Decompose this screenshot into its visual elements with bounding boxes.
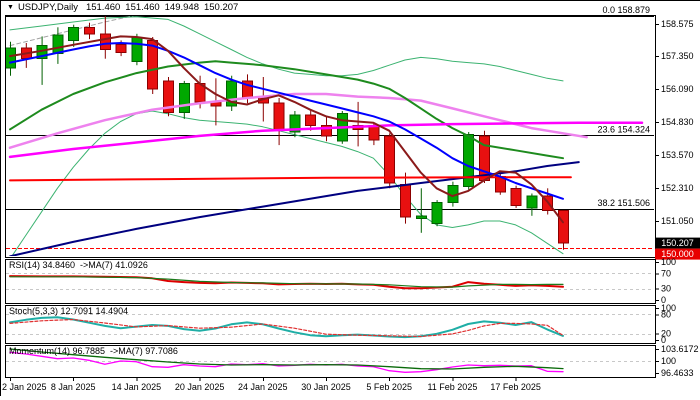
date-label: 24 Jan 2025 (238, 382, 288, 392)
candle-body (163, 80, 174, 113)
symbol-timeframe-label: USDJPY,Daily (17, 2, 78, 13)
stoch-k-series (9, 316, 564, 339)
candle-body (273, 102, 285, 132)
momentum-line-series (9, 351, 564, 373)
overlay-ma-pink (8, 92, 588, 149)
overlay-band-upper (9, 16, 564, 82)
candle-body (510, 187, 522, 206)
price-label: 151.050 (661, 216, 694, 226)
candle-body (400, 183, 411, 218)
candle-body (463, 133, 475, 187)
momentum-label: Momentum(14) 96.7885 ->MA(7) 97.7086 (9, 346, 178, 356)
stochastic-pane-border (5, 305, 656, 344)
candle-body (68, 26, 80, 41)
candle-body (6, 47, 16, 69)
candle-body (305, 114, 317, 126)
price-label: 158.575 (661, 19, 694, 29)
candle-body (84, 26, 95, 35)
overlay-ma-blue (9, 42, 564, 200)
rsi-scale-label: 30 (661, 284, 671, 294)
date-label: 11 Feb 2025 (427, 382, 477, 392)
overlay-red-flat-line (9, 176, 572, 182)
fib-label: 0.0 158.879 (602, 5, 650, 15)
candle-body (289, 114, 301, 133)
date-axis[interactable]: 2 Jan 2025 8 Jan 2025 14 Jan 2025 20 Jan 20… (2, 377, 541, 392)
price-box-value: 150.207 (661, 238, 694, 248)
candle-body (558, 209, 569, 244)
pane-momentum: 103.6172 100 96.4633 (5, 344, 699, 378)
overlay-ma-green (9, 60, 564, 160)
overlay-ma-maroon (9, 35, 564, 224)
symbol-dropdown-icon[interactable]: ▼ (7, 4, 14, 11)
rsi-scale-label: 100 (661, 257, 676, 267)
hline-price-box: 150.000 (655, 248, 700, 260)
price-label: 152.310 (661, 183, 694, 193)
main-pane-border (5, 15, 656, 258)
date-label: 2 Jan 2025 (2, 382, 47, 392)
rsi-label: RSI(14) 34.8460 ->MA(7) 41.0926 (9, 260, 148, 270)
stochastic-scale-label: 100 (661, 303, 676, 313)
price-label: 156.090 (661, 84, 694, 94)
date-label: 20 Jan 2025 (175, 382, 225, 392)
date-label: 5 Feb 2025 (366, 382, 412, 392)
candle-body (526, 195, 538, 209)
candle-body (415, 215, 427, 219)
candle-body (368, 124, 380, 141)
candle-body (115, 43, 127, 54)
ohlc-low: 149.948 (164, 2, 199, 13)
date-label: 8 Jan 2025 (51, 382, 96, 392)
rsi-scale-label: 70 (661, 268, 671, 278)
momentum-scale-label: 100 (661, 356, 676, 366)
rsi-scale-label: 0 (661, 295, 666, 305)
chart-title-bar: ▼ USDJPY,Daily 151.460 151.460 149.948 1… (2, 1, 243, 14)
momentum-scale-label: 103.6172 (661, 344, 699, 354)
ohlc-close: 150.207 (203, 2, 239, 13)
candle-body (52, 34, 64, 54)
candle-body (321, 124, 332, 137)
momentum-scale-label: 96.4633 (661, 368, 694, 378)
candle-body (226, 80, 238, 107)
momentum-ma-series (9, 348, 564, 370)
stochastic-scale-label: 20 (661, 329, 671, 339)
stoch-d-series (9, 318, 564, 338)
overlay-lines-behind (9, 16, 564, 256)
main-chart-layer (6, 16, 654, 256)
rsi-ma-series (9, 276, 564, 288)
date-label: 14 Jan 2025 (112, 382, 162, 392)
date-label: 17 Feb 2025 (490, 382, 541, 392)
current-price-box: 150.207 (655, 237, 700, 249)
fib-label: 38.2 151.506 (597, 198, 650, 208)
candle-body (99, 33, 111, 50)
overlay-band-lower (11, 110, 564, 256)
candle-body (178, 83, 190, 113)
price-label: 154.830 (661, 117, 694, 127)
ohlc-high: 151.460 (125, 2, 160, 13)
stochastic-scale-label: 80 (661, 309, 671, 319)
candle-body (431, 202, 443, 225)
date-label: 30 Jan 2025 (301, 382, 351, 392)
price-label: 153.570 (661, 150, 694, 160)
fibonacci-labels: 0.0 158.879 23.6 154.324 38.2 151.506 (597, 5, 650, 208)
stochastic-scale-label: 0 (661, 335, 666, 345)
fib-label: 23.6 154.324 (597, 124, 650, 134)
overlay-lines-front (8, 35, 644, 256)
ohlc-open: 151.460 (85, 2, 121, 13)
price-label: 157.350 (661, 51, 694, 61)
overlay-ma-magenta (8, 121, 644, 159)
rsi-pane-border (5, 259, 656, 304)
price-axis[interactable]: 158.575 157.350 156.090 154.830 153.570 152.3… (655, 19, 700, 260)
price-box-value: 150.000 (661, 249, 694, 259)
candle-body (131, 37, 143, 62)
candle-body (384, 135, 396, 184)
stochastic-label: Stoch(5,3,3) 12.7091 14.4904 (9, 306, 129, 316)
